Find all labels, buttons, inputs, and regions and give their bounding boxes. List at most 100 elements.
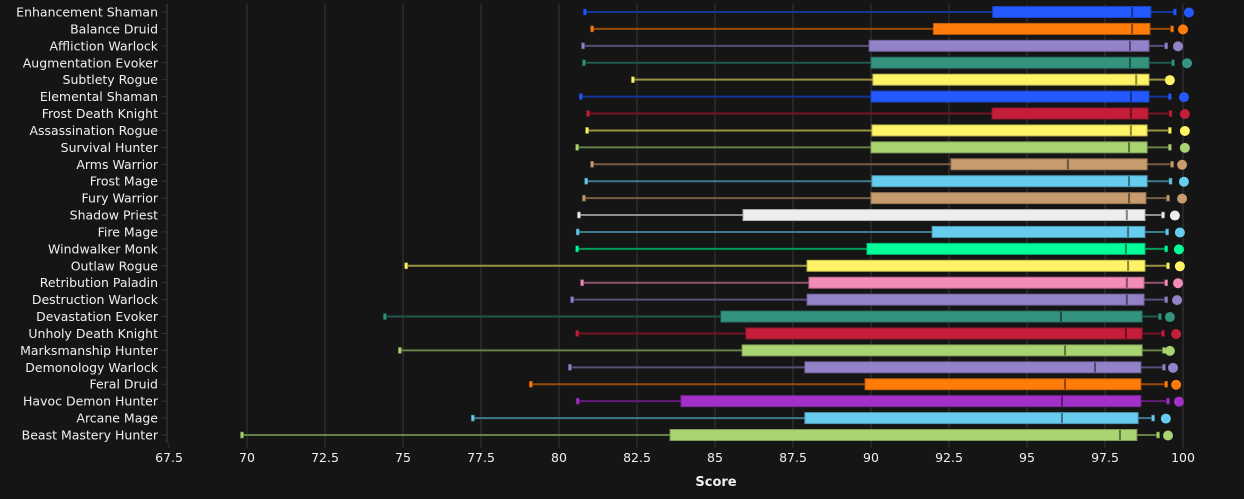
box-plot-row — [471, 412, 1171, 425]
max-point — [1179, 142, 1190, 153]
category-label: Havoc Demon Hunter — [23, 394, 159, 409]
box-plot-row — [570, 293, 1183, 306]
category-label: Beast Mastery Hunter — [22, 428, 159, 443]
iqr-box — [871, 175, 1148, 188]
upper-whisker-cap — [1164, 245, 1168, 253]
lower-whisker-cap — [579, 93, 583, 100]
iqr-box — [991, 107, 1149, 120]
iqr-box — [720, 310, 1143, 323]
category-label: Enhancement Shaman — [16, 5, 158, 20]
x-tick-label: 72.5 — [311, 450, 339, 465]
box-plot-row — [404, 259, 1185, 272]
x-tick-label: 67.5 — [155, 450, 183, 465]
lower-whisker-cap — [577, 211, 581, 219]
max-point — [1174, 227, 1185, 238]
box-plot-row — [568, 361, 1179, 374]
lower-whisker-cap — [586, 110, 590, 117]
lower-whisker-cap — [585, 127, 589, 134]
lower-whisker-cap — [582, 59, 586, 67]
category-label: Survival Hunter — [61, 140, 159, 155]
category-label: Destruction Warlock — [32, 292, 159, 307]
box-plot-row — [577, 209, 1180, 222]
lower-whisker-cap — [575, 228, 580, 236]
iqr-box — [992, 6, 1152, 18]
lower-whisker-cap — [590, 160, 594, 168]
upper-whisker-cap — [1161, 330, 1165, 337]
box-plot-row — [575, 395, 1184, 408]
iqr-box — [870, 192, 1147, 205]
box-plot-row — [575, 225, 1185, 238]
max-point — [1164, 312, 1175, 323]
x-tick-label: 80 — [551, 450, 567, 465]
max-point — [1173, 244, 1184, 255]
lower-whisker-cap — [584, 177, 588, 185]
lower-whisker-cap — [529, 380, 533, 388]
upper-whisker-cap — [1164, 279, 1168, 287]
x-tick-label: 75 — [395, 450, 411, 465]
category-label: Devastation Evoker — [36, 309, 159, 324]
max-point — [1183, 7, 1194, 18]
max-point — [1178, 92, 1189, 103]
box-plot-row — [583, 6, 1194, 18]
x-tick-label: 97.5 — [1091, 450, 1119, 465]
category-label: Marksmanship Hunter — [20, 343, 159, 358]
upper-whisker-cap — [1164, 42, 1168, 50]
upper-whisker-cap — [1162, 364, 1166, 371]
box-plot-row — [582, 56, 1193, 69]
iqr-box — [932, 22, 1151, 35]
max-point — [1178, 24, 1188, 35]
upper-whisker-cap — [1171, 59, 1175, 67]
category-label: Feral Druid — [89, 377, 158, 392]
box-plot-row — [584, 175, 1189, 188]
max-point — [1178, 176, 1189, 187]
box-plot-row — [631, 73, 1175, 86]
category-label: Outlaw Rogue — [71, 258, 159, 273]
category-label: Augmentation Evoker — [23, 55, 159, 70]
iqr-box — [870, 90, 1150, 103]
upper-whisker-cap — [1173, 8, 1177, 16]
category-label: Elemental Shaman — [40, 89, 158, 104]
iqr-box — [741, 344, 1143, 357]
iqr-box — [680, 395, 1142, 408]
lower-whisker-cap — [580, 279, 584, 287]
iqr-box — [806, 259, 1146, 272]
max-point — [1164, 345, 1175, 356]
x-tick-label: 90 — [863, 450, 879, 465]
max-point — [1163, 430, 1174, 441]
x-axis-title: Score — [695, 475, 736, 490]
box-plot-row — [580, 276, 1184, 289]
lower-whisker-cap — [240, 431, 244, 439]
x-tick-label: 100 — [1171, 450, 1195, 465]
category-label: Balance Druid — [70, 21, 158, 36]
box-plot-row — [582, 192, 1188, 205]
max-point — [1179, 125, 1190, 136]
x-tick-label: 95 — [1019, 450, 1035, 465]
x-tick-label: 82.5 — [623, 450, 651, 465]
x-tick-label: 70 — [239, 450, 255, 465]
iqr-box — [745, 327, 1143, 340]
upper-whisker-cap — [1168, 110, 1173, 117]
lower-whisker-cap — [590, 25, 594, 33]
iqr-box — [866, 242, 1146, 255]
max-point — [1173, 41, 1184, 52]
category-label: Frost Mage — [90, 174, 159, 189]
iqr-box — [870, 56, 1150, 69]
iqr-box — [871, 124, 1148, 137]
category-label: Frost Death Knight — [42, 106, 158, 121]
lower-whisker-cap — [404, 262, 408, 270]
max-point — [1160, 413, 1171, 424]
max-point — [1179, 109, 1190, 120]
box-plot-row — [575, 327, 1182, 340]
upper-whisker-cap — [1161, 211, 1165, 219]
iqr-box — [931, 225, 1146, 238]
lower-whisker-cap — [383, 313, 387, 320]
upper-whisker-cap — [1164, 380, 1168, 388]
x-tick-label: 85 — [707, 450, 723, 465]
max-point — [1173, 396, 1184, 407]
iqr-box — [872, 73, 1150, 86]
lower-whisker-cap — [581, 42, 585, 50]
gridlines — [246, 4, 1184, 443]
box-plot-row — [398, 344, 1175, 357]
upper-whisker-cap — [1151, 414, 1155, 422]
